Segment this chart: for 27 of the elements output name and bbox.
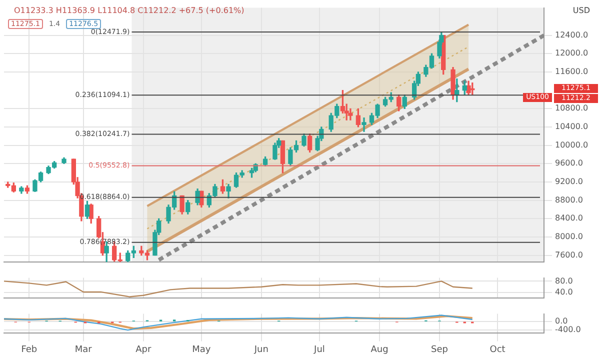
text: USD bbox=[572, 6, 590, 15]
y-tick-label: 12400.0 bbox=[555, 30, 588, 40]
x-tick-label: Sep bbox=[431, 344, 448, 355]
annotation: O11233.3 H11363.9 L11104.8 C11212.2 +67.5 (+0.61%) bbox=[14, 6, 244, 15]
y-tick-label: 8800.0 bbox=[555, 195, 583, 204]
x-tick-label: Oct bbox=[490, 344, 506, 355]
x-tick-label: Aug bbox=[370, 344, 388, 355]
x-tick-label: Jun bbox=[253, 344, 268, 355]
y-tick-label: 8400.0 bbox=[555, 214, 583, 223]
y-tick-label: 10400.0 bbox=[555, 122, 588, 132]
x-tick-label: Mar bbox=[74, 344, 92, 355]
y-tick-label: 7600.0 bbox=[555, 250, 583, 260]
y-tick-label: -400.0 bbox=[555, 325, 581, 334]
y-tick-label: 10800.0 bbox=[555, 104, 588, 113]
y-tick-label: 12000.0 bbox=[555, 48, 588, 58]
y-tick-label: 9200.0 bbox=[555, 177, 583, 186]
y-tick-label: 40.0 bbox=[555, 288, 573, 297]
y-tick-label: 0.0 bbox=[555, 316, 568, 326]
x-tick-label: May bbox=[192, 344, 212, 355]
y-tick-label: 10000.0 bbox=[555, 140, 588, 150]
y-tick-label: 8000.0 bbox=[555, 232, 583, 242]
y-tick-label: 80.0 bbox=[555, 276, 573, 286]
x-tick-label: Apr bbox=[136, 344, 152, 355]
y-tick-label: 11600.0 bbox=[555, 67, 588, 76]
x-tick-label: Feb bbox=[21, 344, 38, 355]
x-tick-label: Jul bbox=[313, 344, 325, 355]
y-tick-label: 9600.0 bbox=[555, 158, 583, 168]
